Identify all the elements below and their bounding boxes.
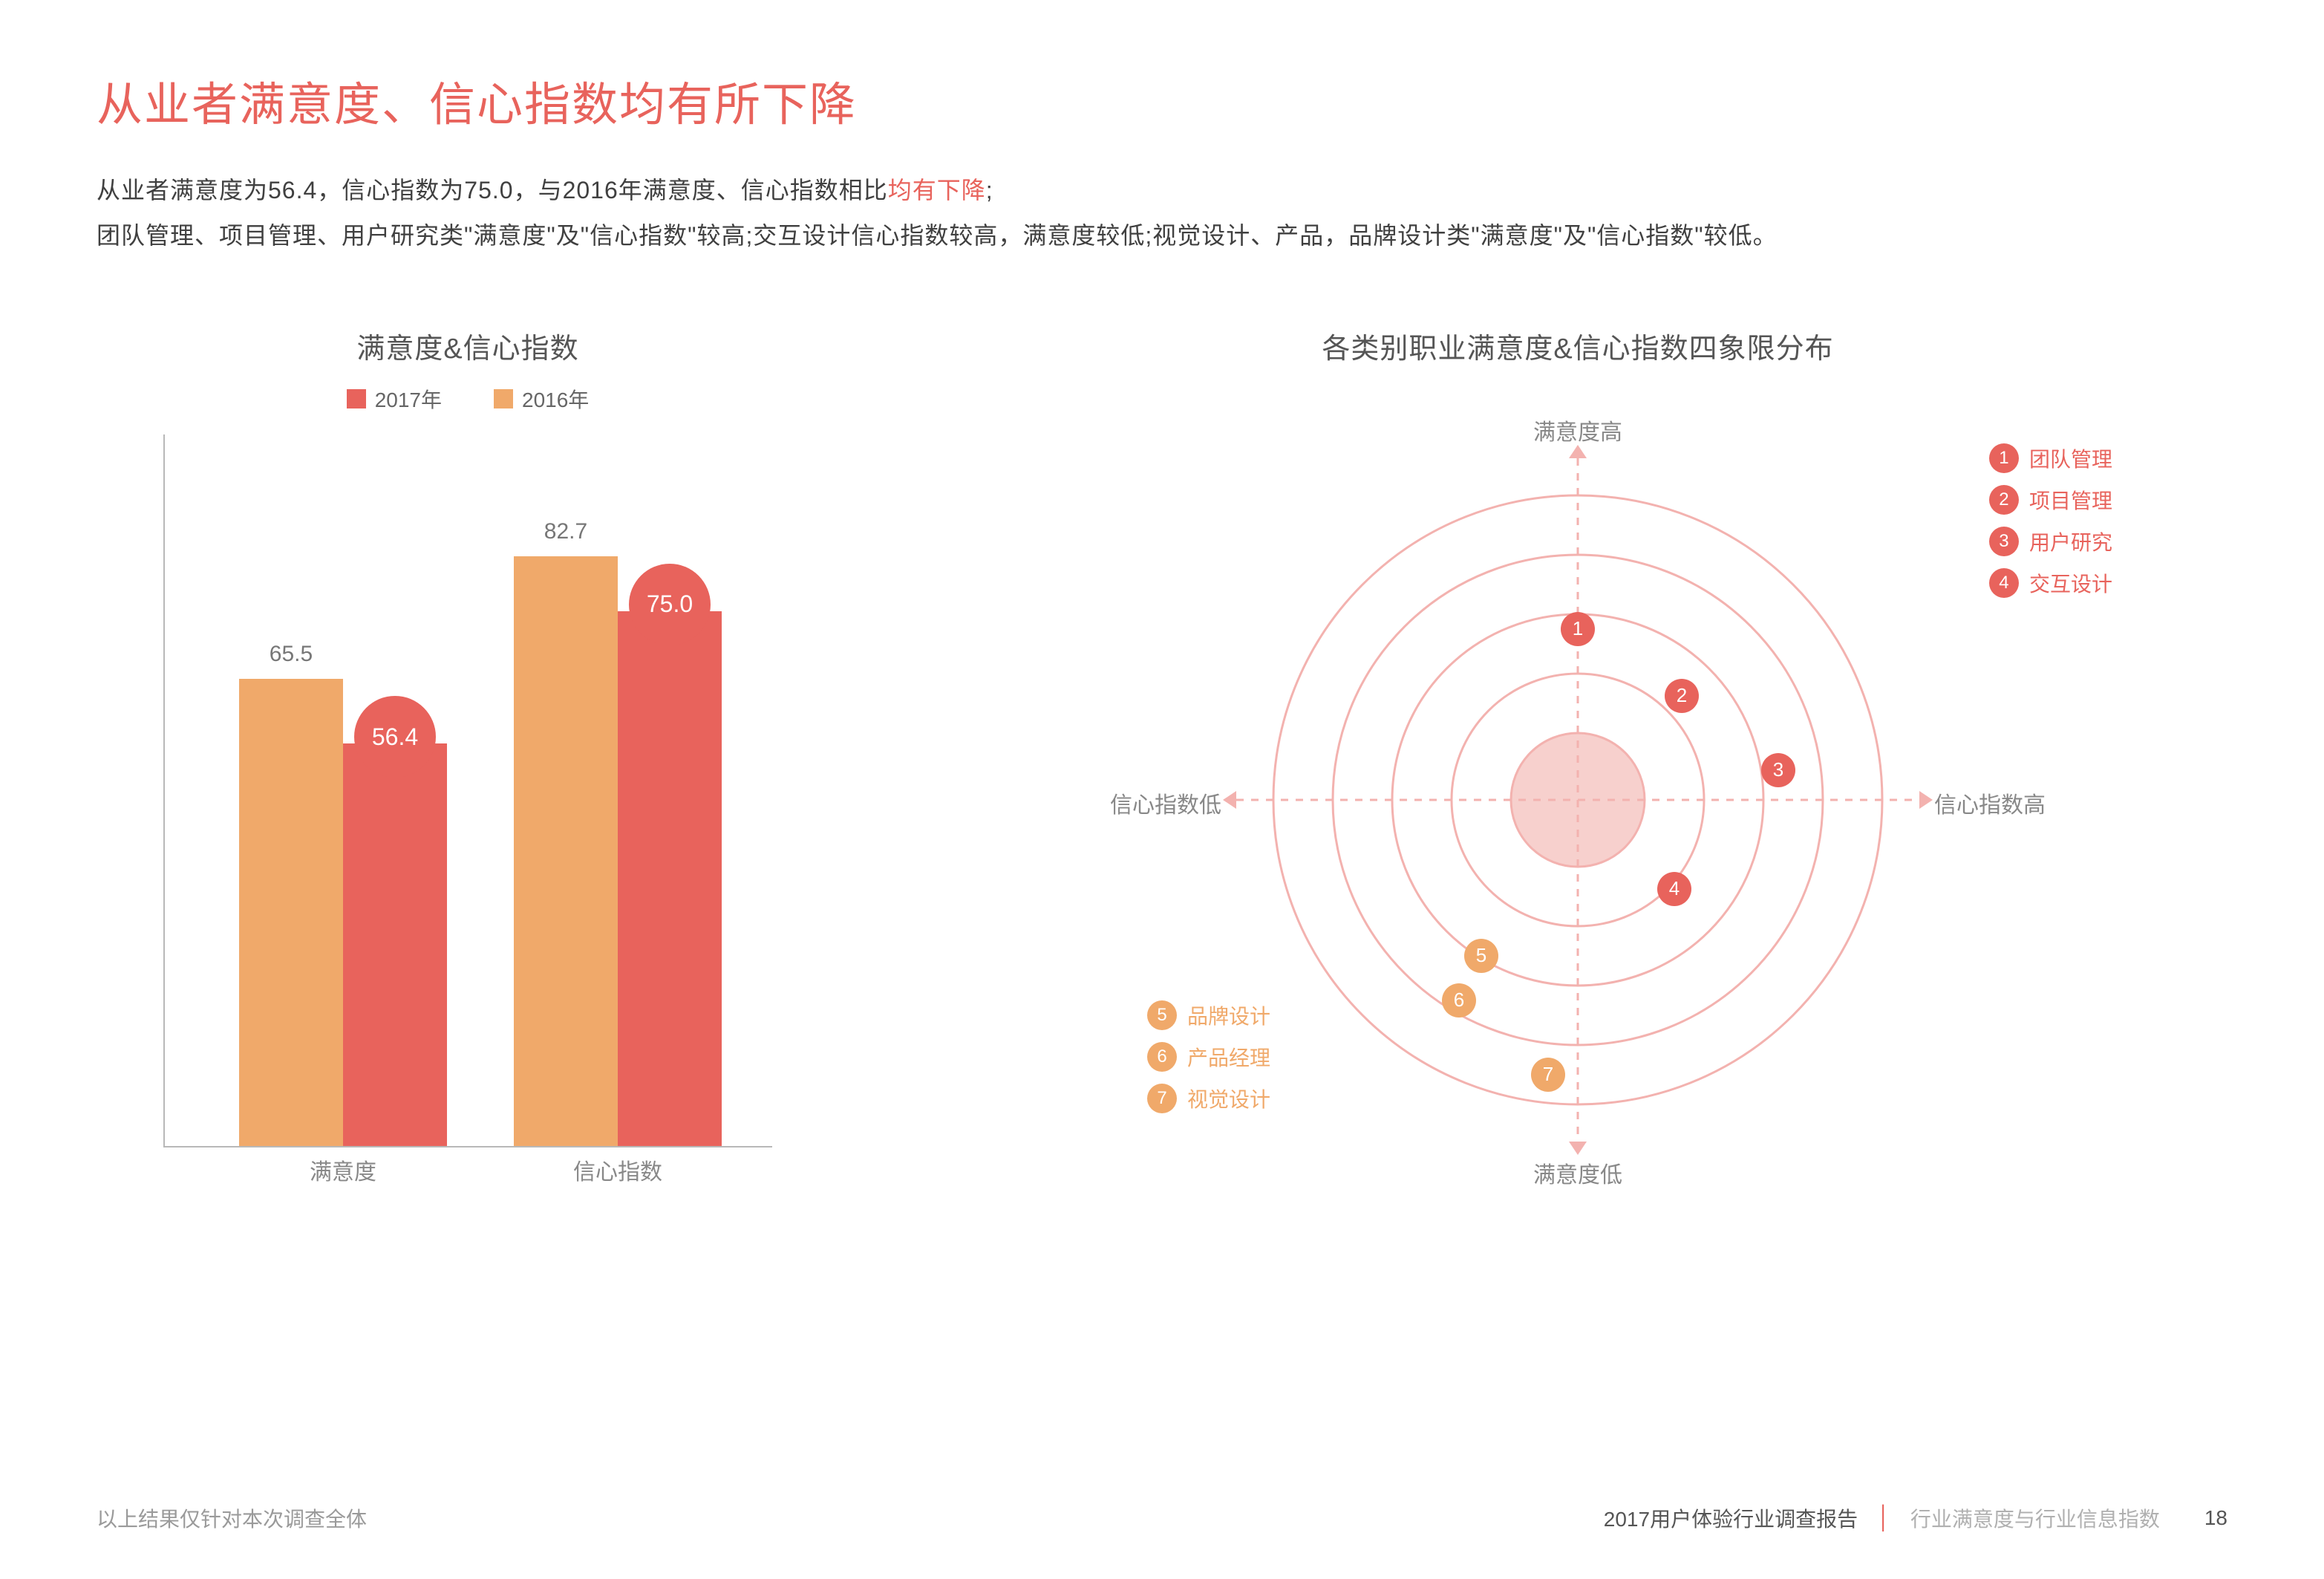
page-title: 从业者满意度、信心指数均有所下降	[97, 67, 2227, 134]
radar-legend-item: 4 交互设计	[1989, 568, 2112, 598]
legend-swatch	[494, 389, 513, 408]
bar-group: 82.775.0	[514, 556, 722, 1146]
x-category-label: 满意度	[239, 1153, 447, 1186]
desc-line1-suffix: ;	[986, 177, 993, 204]
radar-legend-dot: 4	[1989, 568, 2019, 598]
radar-legend-label: 产品经理	[1187, 1042, 1270, 1072]
radar-legend-label: 交互设计	[2029, 568, 2112, 598]
bar: 75.0	[618, 611, 722, 1146]
radar-legend-label: 视觉设计	[1187, 1084, 1270, 1113]
description-paragraph: 从业者满意度为56.4，信心指数为75.0，与2016年满意度、信心指数相比均有…	[97, 168, 2227, 258]
bar-chart-plot: 65.556.4满意度82.775.0信心指数	[163, 434, 772, 1147]
radar-legend-dot: 5	[1147, 1000, 1177, 1030]
quadrant-node: 5	[1464, 939, 1498, 973]
radar-legend-item: 7 视觉设计	[1147, 1084, 1270, 1113]
radar-legend-dot: 3	[1989, 527, 2019, 556]
x-category-label: 信心指数	[514, 1153, 722, 1186]
desc-line2: 团队管理、项目管理、用户研究类"满意度"及"信心指数"较高;交互设计信心指数较高…	[97, 222, 1778, 249]
footer-section-title: 行业满意度与行业信息指数	[1910, 1503, 2160, 1533]
bar: 56.4	[343, 743, 447, 1145]
value-bubble-text: 75.0	[647, 590, 693, 618]
radar-legend-label: 用户研究	[2029, 527, 2112, 556]
radar-legend-label: 团队管理	[2029, 443, 2112, 473]
axis-label-right: 信心指数高	[1934, 787, 2046, 819]
value-bubble-text: 56.4	[372, 723, 418, 751]
radar-legend-dot: 1	[1989, 443, 2019, 473]
legend-item: 2017年	[347, 384, 442, 414]
radar-legend-item: 2 项目管理	[1989, 485, 2112, 515]
radar-legend-dot: 6	[1147, 1042, 1177, 1072]
desc-highlight: 均有下降	[888, 177, 986, 204]
axis-label-top: 满意度高	[1533, 414, 1622, 446]
bar-group: 65.556.4	[239, 679, 447, 1146]
legend-item: 2016年	[494, 384, 589, 414]
radar-legend-label: 品牌设计	[1187, 1000, 1270, 1030]
bar-value-label: 65.5	[270, 642, 313, 667]
value-bubble: 75.0	[629, 564, 711, 645]
bar-chart-title: 满意度&信心指数	[97, 325, 839, 366]
bar-chart-legend: 2017年 2016年	[97, 384, 839, 414]
radar-plot: 满意度高满意度低信心指数低信心指数高12345671团队管理2项目管理3用户研究…	[1132, 384, 2023, 1201]
quadrant-node: 7	[1531, 1058, 1565, 1092]
desc-line1-prefix: 从业者满意度为56.4，信心指数为75.0，与2016年满意度、信心指数相比	[97, 177, 888, 204]
radar-legend-item: 6 产品经理	[1147, 1042, 1270, 1072]
footer: 以上结果仅针对本次调查全体 2017用户体验行业调查报告 │ 行业满意度与行业信…	[97, 1503, 2227, 1533]
radar-legend-item: 1 团队管理	[1989, 443, 2112, 473]
radar-legend-dot: 2	[1989, 485, 2019, 515]
bar-chart-panel: 满意度&信心指数 2017年2016年 65.556.4满意度82.775.0信…	[97, 325, 839, 1201]
radar-legend-dot: 7	[1147, 1084, 1177, 1113]
bar: 65.5	[239, 679, 343, 1146]
quadrant-node: 3	[1761, 753, 1795, 787]
quadrant-node: 6	[1442, 983, 1476, 1018]
axis-label-bottom: 满意度低	[1533, 1156, 1622, 1189]
quadrant-node: 1	[1561, 612, 1595, 646]
legend-swatch	[347, 389, 366, 408]
quadrant-node: 2	[1665, 679, 1699, 713]
page-number: 18	[2204, 1506, 2227, 1530]
radar-legend-label: 项目管理	[2029, 485, 2112, 515]
footer-note: 以上结果仅针对本次调查全体	[97, 1503, 367, 1533]
radar-panel: 各类别职业满意度&信心指数四象限分布 满意度高满意度低 信心指数低 信心指数高 1 2 3…	[928, 325, 2227, 1201]
bar: 82.7	[514, 556, 618, 1146]
value-bubble: 56.4	[354, 696, 436, 778]
quadrant-node: 4	[1657, 872, 1691, 906]
radar-title: 各类别职业满意度&信心指数四象限分布	[928, 325, 2227, 366]
radar-legend-item: 5 品牌设计	[1147, 1000, 1270, 1030]
bar-value-label: 82.7	[544, 519, 587, 544]
radar-legend-bottom-left: 5 品牌设计 6 产品经理 7 视觉设计	[1147, 1000, 1270, 1125]
legend-label: 2016年	[522, 384, 589, 414]
footer-report-title: 2017用户体验行业调查报告	[1604, 1503, 1858, 1533]
legend-label: 2017年	[375, 384, 442, 414]
axis-label-left: 信心指数低	[1110, 787, 1221, 819]
footer-divider-icon: │	[1877, 1505, 1891, 1531]
radar-legend-item: 3 用户研究	[1989, 527, 2112, 556]
radar-legend-top-right: 1 团队管理 2 项目管理 3 用户研究 4 交互设计	[1989, 443, 2112, 610]
